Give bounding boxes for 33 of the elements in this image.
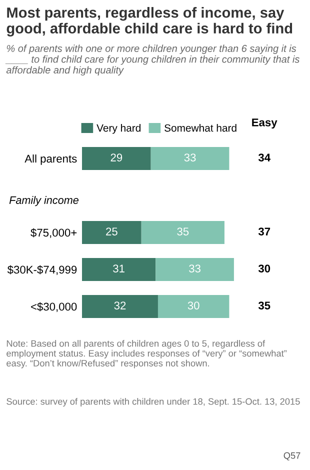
data-label: 29 bbox=[110, 154, 122, 162]
text: Easy bbox=[252, 118, 278, 129]
bar bbox=[141, 221, 224, 244]
data-label: 31 bbox=[113, 264, 124, 272]
text: 37 bbox=[258, 228, 270, 236]
chart-title: Most parents, regardless of income, say good, affordable child care is hard to find bbox=[6, 7, 292, 36]
data-label: 33 bbox=[189, 264, 200, 272]
y-tick-label: All parents bbox=[24, 154, 77, 165]
bar bbox=[150, 147, 230, 170]
text: 35 bbox=[258, 302, 270, 310]
bar bbox=[82, 295, 158, 318]
chart-subtitle: % of parents with one or more children younger than 6 saying it is ____ to find child care for young children in their community that is affordable and high quality bbox=[5, 44, 300, 76]
bar bbox=[82, 147, 151, 170]
text: Q57 bbox=[284, 452, 300, 460]
text: Note: Based on all parents of children ages 0 to 5, regardless of employment status. Easy includes responses of “very” or “somewhat” easy. “Don’t know/Refused” responses not shown. bbox=[6, 340, 287, 368]
bar bbox=[158, 295, 230, 318]
data-label: 33 bbox=[184, 154, 196, 162]
legend-label: Very hard bbox=[96, 124, 140, 134]
bar bbox=[82, 258, 156, 281]
legend-label: Somewhat hard bbox=[164, 124, 236, 132]
y-tick-label: <$30,000 bbox=[31, 302, 77, 312]
y-tick-label: $75,000+ bbox=[30, 228, 77, 238]
y-tick-label: $30K-$74,999 bbox=[7, 265, 77, 275]
data-label: 35 bbox=[177, 228, 189, 236]
bar bbox=[156, 258, 234, 281]
data-label: 32 bbox=[114, 302, 126, 310]
source-note: Source: survey of parents with children under 18, Sept. 15-Oct. 13, 2015 bbox=[6, 398, 300, 407]
bar bbox=[82, 221, 142, 244]
text: 34 bbox=[258, 154, 270, 162]
data-label: 25 bbox=[106, 228, 118, 236]
data-label: 30 bbox=[188, 302, 200, 310]
text: Family income bbox=[9, 196, 78, 206]
text: 30 bbox=[258, 264, 270, 272]
